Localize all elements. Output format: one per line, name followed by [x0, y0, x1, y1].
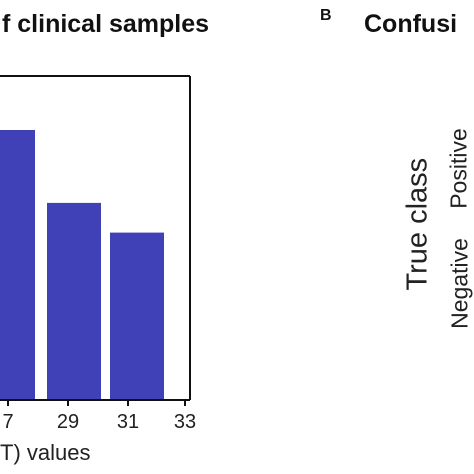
bar-27 [0, 130, 35, 400]
row-label-positive: Positive [445, 128, 472, 209]
x-tick-label-7: 7 [2, 411, 13, 433]
panel-b-title: Confusi [364, 10, 458, 38]
x-tick-label-33: 33 [174, 411, 196, 433]
row-label-negative: Negative [446, 238, 473, 329]
x-axis-label: T) values [0, 440, 91, 465]
panel-b-letter: B [320, 7, 332, 24]
bar-29 [47, 202, 101, 400]
x-tick-label-29: 29 [57, 411, 79, 433]
bar-31 [110, 232, 164, 400]
x-tick-label-31: 31 [117, 411, 139, 433]
y-axis-label-true-class: True class [401, 157, 434, 291]
panel-a-title: f clinical samples [2, 10, 210, 38]
